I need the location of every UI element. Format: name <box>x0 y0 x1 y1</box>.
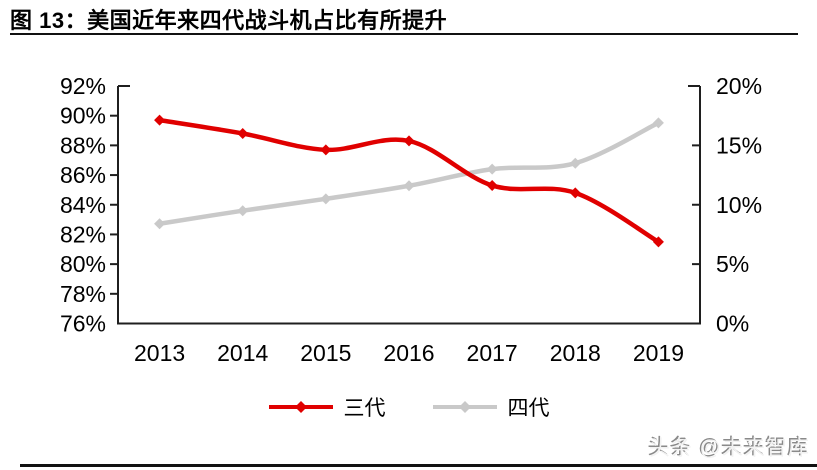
svg-text:80%: 80% <box>60 251 106 277</box>
svg-text:2014: 2014 <box>217 340 268 366</box>
svg-text:20%: 20% <box>716 73 762 99</box>
figure-title: 图 13：美国近年来四代战斗机占比有所提升 <box>10 8 448 33</box>
svg-text:92%: 92% <box>60 73 106 99</box>
title-underline <box>10 33 798 35</box>
footer-rule <box>20 464 817 467</box>
svg-text:2015: 2015 <box>300 340 351 366</box>
svg-text:5%: 5% <box>716 251 749 277</box>
svg-text:2013: 2013 <box>134 340 185 366</box>
chart-legend: 三代 四代 <box>0 392 817 422</box>
svg-text:82%: 82% <box>60 221 106 247</box>
svg-text:0%: 0% <box>716 311 749 337</box>
svg-text:78%: 78% <box>60 281 106 307</box>
svg-text:2017: 2017 <box>467 340 518 366</box>
legend-line-gen4-icon <box>432 401 497 413</box>
svg-text:84%: 84% <box>60 192 106 218</box>
svg-text:76%: 76% <box>60 311 106 337</box>
line-chart: 92% 90% 88% 86% 84% 82% 80% 78% 76% 20% 15% 10% 5% 0%… <box>60 73 762 366</box>
svg-text:86%: 86% <box>60 162 106 188</box>
svg-text:15%: 15% <box>716 132 762 158</box>
legend-item-gen4: 四代 <box>432 392 550 422</box>
svg-text:88%: 88% <box>60 132 106 158</box>
legend-label-gen3: 三代 <box>343 397 386 420</box>
legend-label-gen4: 四代 <box>507 397 550 420</box>
svg-text:2016: 2016 <box>383 340 434 366</box>
svg-text:90%: 90% <box>60 103 106 129</box>
legend-line-gen3-icon <box>268 401 333 413</box>
svg-text:2018: 2018 <box>550 340 601 366</box>
watermark-text: 头条 @未来智库 <box>648 437 810 460</box>
svg-text:2019: 2019 <box>633 340 684 366</box>
legend-item-gen3: 三代 <box>268 392 386 422</box>
svg-text:10%: 10% <box>716 192 762 218</box>
